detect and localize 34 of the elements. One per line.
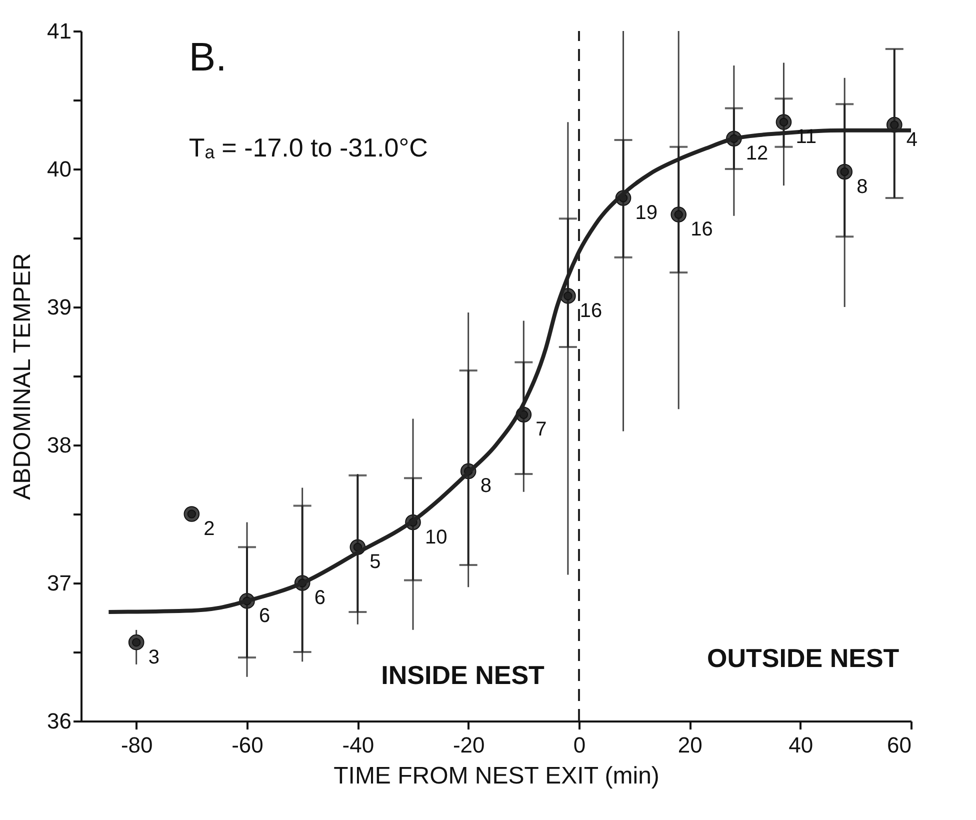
annotation: 6 [314, 587, 326, 609]
annotation: 7 [536, 418, 547, 441]
annotation: B. [188, 36, 227, 80]
y-tick-label: 36 [47, 708, 72, 734]
annotation: 19 [635, 202, 658, 224]
y-tick-label: 40 [47, 156, 72, 182]
x-tick-label: -80 [120, 732, 153, 758]
annotation: 2 [204, 518, 215, 540]
annotation: OUTSIDE NEST [707, 642, 900, 673]
annotation: 3 [148, 646, 160, 668]
x-tick-label: -60 [232, 732, 264, 758]
annotation: 8 [480, 475, 492, 498]
annotation: 6 [259, 604, 270, 627]
x-tick-label: -40 [342, 732, 374, 758]
annotation: Tₐ = -17.0 to -31.0°C [188, 132, 428, 162]
y-tick-label: 38 [47, 432, 72, 458]
annotation: 16 [580, 300, 602, 322]
annotation: 8 [856, 176, 868, 198]
x-tick-label: 60 [887, 732, 912, 758]
x-tick-label: -20 [452, 732, 485, 758]
x-tick-label: 40 [788, 732, 814, 758]
x-tick-label: 20 [678, 732, 702, 758]
annotation: 10 [425, 526, 448, 548]
annotation: INSIDE NEST [381, 660, 545, 690]
annotation: 4 [906, 128, 918, 151]
x-axis-title: TIME FROM NEST EXIT (min) [334, 762, 660, 790]
annotation: 16 [690, 218, 713, 241]
y-axis-title: ABDOMINAL TEMPER [9, 253, 36, 500]
annotation: 5 [370, 551, 381, 574]
y-tick-label: 37 [47, 570, 72, 596]
annotation: 12 [746, 142, 768, 165]
y-tick-label: 39 [47, 294, 72, 320]
y-tick-label: 41 [47, 18, 72, 44]
x-tick-label: 0 [573, 732, 586, 758]
